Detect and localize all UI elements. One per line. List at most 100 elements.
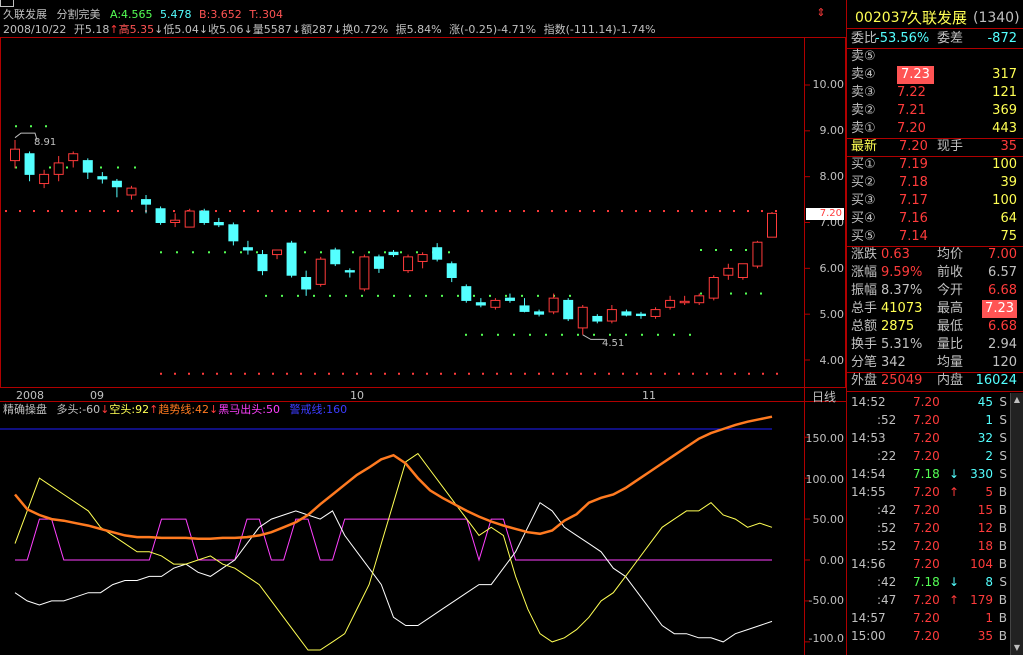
tick-vol: 32 bbox=[977, 431, 993, 445]
bid-label: 买④ bbox=[851, 211, 876, 226]
kline-chart-area[interactable]: 久联发展 分割完美 A:4.565 5.478 B:3.652 T:.304 2… bbox=[0, 0, 846, 655]
resistance-dot bbox=[229, 210, 231, 213]
support-dot bbox=[641, 333, 643, 336]
resistance-dot bbox=[356, 372, 358, 375]
candle-body bbox=[446, 263, 457, 278]
tick-row[interactable]: 14:57 7.20 1 B bbox=[847, 609, 1023, 627]
period-button[interactable]: 日线 bbox=[812, 388, 836, 405]
stat-label: 最高 bbox=[937, 301, 964, 316]
stat-value: 5.31% bbox=[881, 337, 923, 352]
tick-scrollbar[interactable]: ▲ ▼ bbox=[1010, 393, 1023, 655]
support-dot bbox=[700, 249, 702, 251]
tick-row[interactable]: :22 7.20 2 S bbox=[847, 447, 1023, 465]
candle bbox=[301, 270, 312, 296]
bid-price: 7.19 bbox=[899, 157, 928, 172]
tick-row[interactable]: 15:00 7.20 35 B bbox=[847, 627, 1023, 645]
resistance-dot bbox=[299, 210, 301, 213]
a-label: A: bbox=[110, 8, 122, 21]
bid-price: 7.16 bbox=[899, 211, 928, 226]
resistance-dot bbox=[636, 372, 638, 375]
resistance-dot bbox=[439, 210, 441, 213]
diff-label: 委差 bbox=[937, 31, 964, 46]
stat-value: 8.37% bbox=[881, 283, 923, 298]
tick-row[interactable]: 14:56 7.20 104 B bbox=[847, 555, 1023, 573]
bid-vol: 100 bbox=[992, 193, 1017, 208]
support-dot bbox=[745, 292, 747, 295]
candle-body bbox=[519, 305, 530, 312]
bid-vol: 64 bbox=[1000, 211, 1017, 226]
resistance-dot bbox=[61, 210, 63, 213]
candle-body bbox=[665, 299, 676, 308]
resistance-dot bbox=[355, 210, 357, 213]
indicator-mode: 分割完美 bbox=[56, 8, 101, 21]
tick-row[interactable]: :52 7.20 18 B bbox=[847, 537, 1023, 555]
tick-row[interactable]: :52 7.20 12 B bbox=[847, 519, 1023, 537]
tick-vol: 45 bbox=[977, 395, 993, 409]
tick-row[interactable]: :52 7.20 1 S bbox=[847, 411, 1023, 429]
ask-row[interactable]: 卖① 7.20 443 bbox=[847, 120, 1023, 138]
resistance-dot bbox=[607, 210, 609, 213]
tick-row[interactable]: :42 7.20 15 B bbox=[847, 501, 1023, 519]
candle-body bbox=[126, 187, 137, 196]
bid-row[interactable]: 买② 7.18 39 bbox=[847, 174, 1023, 192]
resistance-dot bbox=[426, 372, 428, 375]
support-dot bbox=[409, 294, 411, 297]
support-dot bbox=[15, 166, 17, 169]
tick-row[interactable]: :42 7.18 ↓ 8 S bbox=[847, 573, 1023, 591]
resistance-dot bbox=[453, 210, 455, 213]
stat-label: 均量 bbox=[937, 355, 964, 370]
ask-row[interactable]: 卖② 7.21 369 bbox=[847, 102, 1023, 120]
scroll-down-icon[interactable]: ▼ bbox=[1013, 643, 1021, 652]
support-dot bbox=[393, 294, 395, 297]
divider bbox=[847, 372, 1023, 373]
tick-side: S bbox=[999, 575, 1007, 589]
resistance-dot bbox=[271, 210, 273, 213]
bid-row[interactable]: 买③ 7.17 100 bbox=[847, 192, 1023, 210]
window-icon[interactable] bbox=[0, 0, 14, 7]
ask-row[interactable]: 卖④ 7.23 317 bbox=[847, 66, 1023, 84]
candle bbox=[723, 263, 734, 280]
resistance-dot bbox=[579, 210, 581, 213]
resistance-dot bbox=[678, 372, 680, 375]
bar-index: 指数(-111.14)-1.74% bbox=[543, 23, 656, 36]
stat-value: 6.68 bbox=[988, 283, 1017, 298]
stat-label: 最低 bbox=[937, 319, 964, 334]
tick-time: :42 bbox=[877, 503, 897, 517]
tick-row[interactable]: 14:52 7.20 45 S bbox=[847, 393, 1023, 411]
support-dot bbox=[329, 294, 331, 297]
b-label: B: bbox=[199, 8, 211, 21]
candle bbox=[679, 295, 690, 305]
tick-row[interactable]: 14:53 7.20 32 S bbox=[847, 429, 1023, 447]
bid-row[interactable]: 买⑤ 7.14 75 bbox=[847, 228, 1023, 246]
ask-label: 卖① bbox=[851, 121, 876, 136]
quote-panel[interactable]: 002037 久联发展 (1340) 委比 -53.56% 委差 -872 卖⑤… bbox=[846, 0, 1023, 655]
tick-row[interactable]: :47 7.20 ↑ 179 B bbox=[847, 591, 1023, 609]
tick-vol: 330 bbox=[970, 467, 993, 481]
resistance-dot bbox=[398, 372, 400, 375]
bid-row[interactable]: 买④ 7.16 64 bbox=[847, 210, 1023, 228]
tick-row[interactable]: 14:55 7.20 ↑ 5 B bbox=[847, 483, 1023, 501]
ask-price: 7.23 bbox=[897, 66, 934, 84]
support-dot bbox=[545, 333, 547, 336]
price-tick: 5.00 bbox=[819, 308, 845, 321]
candle bbox=[97, 172, 108, 184]
resistance-dot bbox=[720, 372, 722, 375]
bar-high: 高5.35 bbox=[118, 23, 155, 36]
tick-arrow-icon: ↓ bbox=[949, 575, 960, 589]
scroll-up-icon[interactable]: ▲ bbox=[1013, 395, 1021, 404]
tick-row[interactable]: 14:54 7.18 ↓ 330 S bbox=[847, 465, 1023, 483]
nav-arrows-icon[interactable]: ⇕ bbox=[816, 6, 826, 19]
tick-side: S bbox=[999, 467, 1007, 481]
bid-row[interactable]: 买① 7.19 100 bbox=[847, 156, 1023, 174]
candle bbox=[534, 309, 545, 317]
ask-vol: 317 bbox=[992, 67, 1017, 82]
tick-side: B bbox=[998, 629, 1007, 643]
ask-row[interactable]: 卖③ 7.22 121 bbox=[847, 84, 1023, 102]
ask-label: 卖⑤ bbox=[851, 49, 876, 64]
ask-row[interactable]: 卖⑤ bbox=[847, 48, 1023, 66]
candle bbox=[708, 275, 719, 301]
last-price-value: 7.20 bbox=[819, 208, 842, 219]
tick-side: B bbox=[998, 521, 1007, 535]
bid-vol: 100 bbox=[992, 157, 1017, 172]
tick-side: B bbox=[998, 539, 1007, 553]
